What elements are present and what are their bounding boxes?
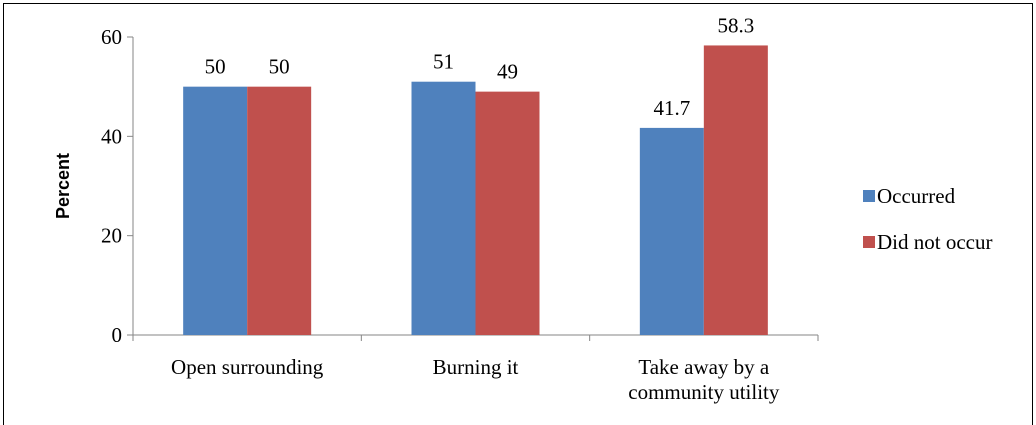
data-label: 50	[269, 55, 290, 79]
y-tick-label: 0	[112, 323, 123, 347]
y-axis-title: Percent	[53, 153, 73, 219]
y-tick-label: 40	[101, 124, 122, 148]
data-label: 58.3	[717, 13, 754, 37]
bar-did-not-occur-2	[703, 45, 768, 336]
y-tick-label: 20	[101, 224, 122, 248]
data-labels: 50 50 51 49 41.7 58.3	[205, 13, 755, 119]
legend-swatch	[863, 236, 875, 248]
legend-label: Did not occur	[877, 230, 992, 254]
bar-did-not-occur-1	[475, 91, 540, 335]
bars	[183, 45, 768, 336]
data-label: 51	[433, 50, 454, 74]
bar-occurred-2	[639, 127, 704, 335]
legend: Occurred Did not occur	[863, 184, 992, 254]
x-category-label: Take away by a	[638, 355, 770, 379]
x-category-label: Open surrounding	[171, 355, 324, 379]
data-label: 41.7	[653, 96, 690, 120]
chart-frame	[3, 3, 1033, 425]
y-tick-label: 60	[101, 25, 122, 49]
data-label: 49	[497, 60, 518, 84]
x-category-label: Burning it	[433, 355, 519, 379]
bar-occurred-0	[183, 86, 248, 336]
data-label: 50	[205, 55, 226, 79]
legend-swatch	[863, 190, 875, 202]
legend-label: Occurred	[877, 184, 956, 208]
x-category-label: community utility	[628, 380, 780, 404]
bar-occurred-1	[411, 81, 476, 335]
bar-did-not-occur-0	[247, 86, 312, 336]
